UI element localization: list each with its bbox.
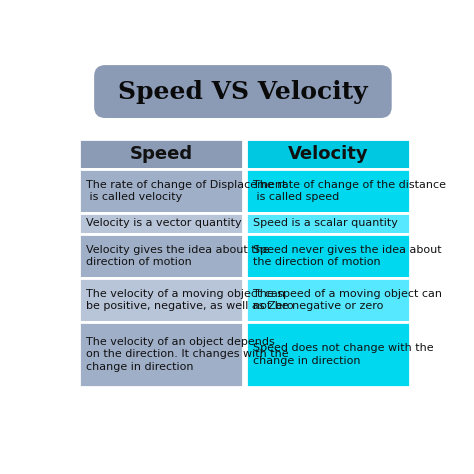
Bar (246, 235, 410, 278)
Bar (80, 169, 244, 212)
Bar (246, 212, 410, 235)
FancyBboxPatch shape (94, 65, 392, 118)
Bar (80, 212, 244, 235)
Bar (246, 139, 410, 169)
Text: The velocity of a moving object can
be positive, negative, as well as Zero: The velocity of a moving object can be p… (86, 289, 294, 311)
Text: Speed never gives the idea about
the direction of motion: Speed never gives the idea about the dir… (253, 245, 441, 267)
Bar (80, 235, 244, 278)
Text: The velocity of an object depends
on the direction. It changes with the
change i: The velocity of an object depends on the… (86, 337, 289, 372)
Text: Velocity: Velocity (288, 145, 368, 163)
Bar (80, 278, 244, 322)
Text: Speed: Speed (130, 145, 193, 163)
Bar (246, 278, 410, 322)
Text: The speed of a moving object can
not be negative or zero: The speed of a moving object can not be … (253, 289, 442, 311)
Text: Speed does not change with the
change in direction: Speed does not change with the change in… (253, 343, 433, 365)
Bar (246, 322, 410, 387)
Text: The rate of change of Displacement
 is called velocity: The rate of change of Displacement is ca… (86, 180, 286, 202)
Text: Velocity is a vector quantity: Velocity is a vector quantity (86, 219, 242, 228)
Text: Velocity gives the idea about the
direction of motion: Velocity gives the idea about the direct… (86, 245, 270, 267)
Bar (80, 322, 244, 387)
Bar (246, 169, 410, 212)
Bar (80, 139, 244, 169)
Text: Speed is a scalar quantity: Speed is a scalar quantity (253, 219, 398, 228)
Text: The rate of change of the distance
 is called speed: The rate of change of the distance is ca… (253, 180, 446, 202)
Text: Speed VS Velocity: Speed VS Velocity (118, 80, 368, 103)
